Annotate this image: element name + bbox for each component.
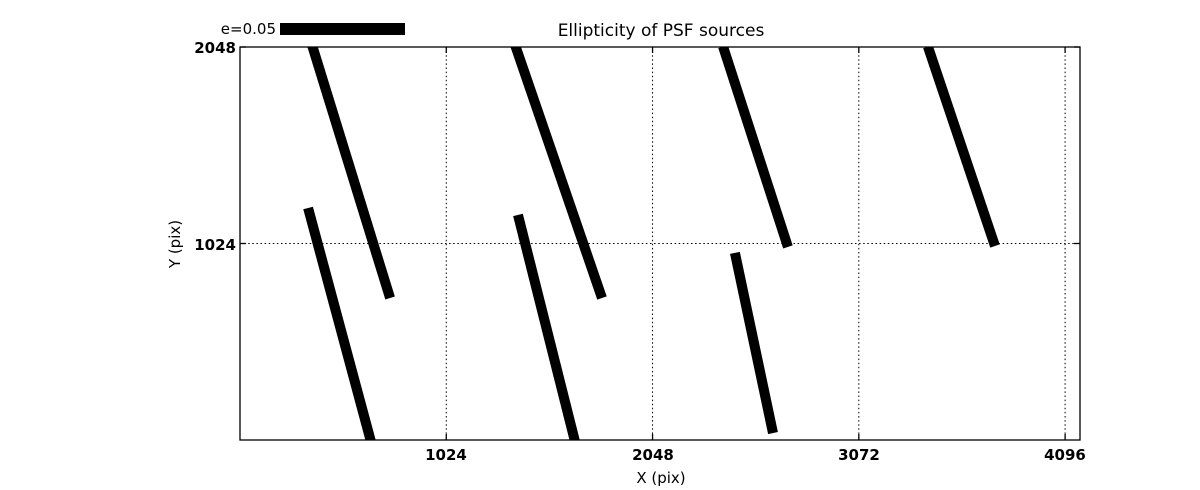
legend-label: e=0.05 bbox=[220, 20, 276, 38]
whisker-segments bbox=[303, 47, 1000, 440]
y-tick-label-2048: 2048 bbox=[194, 39, 236, 57]
x-tick-label-4096: 4096 bbox=[1044, 446, 1086, 464]
ellipticity-whisker bbox=[307, 47, 395, 300]
y-axis-label: Y (pix) bbox=[166, 219, 184, 269]
plot-frame bbox=[239, 46, 1081, 441]
y-tick-label-1024: 1024 bbox=[194, 236, 236, 254]
gridlines bbox=[240, 47, 1080, 440]
ellipticity-whisker bbox=[730, 251, 778, 435]
legend-scale-bar bbox=[280, 23, 405, 35]
ellipticity-whisker bbox=[510, 47, 607, 300]
x-tick-label-3072: 3072 bbox=[838, 446, 880, 464]
x-axis-label: X (pix) bbox=[636, 469, 686, 487]
ellipticity-whisker bbox=[923, 47, 1000, 248]
x-tick-label-2048: 2048 bbox=[632, 446, 674, 464]
plot-title: Ellipticity of PSF sources bbox=[557, 21, 765, 41]
x-tick-label-1024: 1024 bbox=[425, 446, 467, 464]
ellipticity-whisker bbox=[718, 47, 793, 249]
ellipticity-whisker bbox=[513, 213, 580, 440]
ellipticity-whisker bbox=[303, 206, 376, 440]
